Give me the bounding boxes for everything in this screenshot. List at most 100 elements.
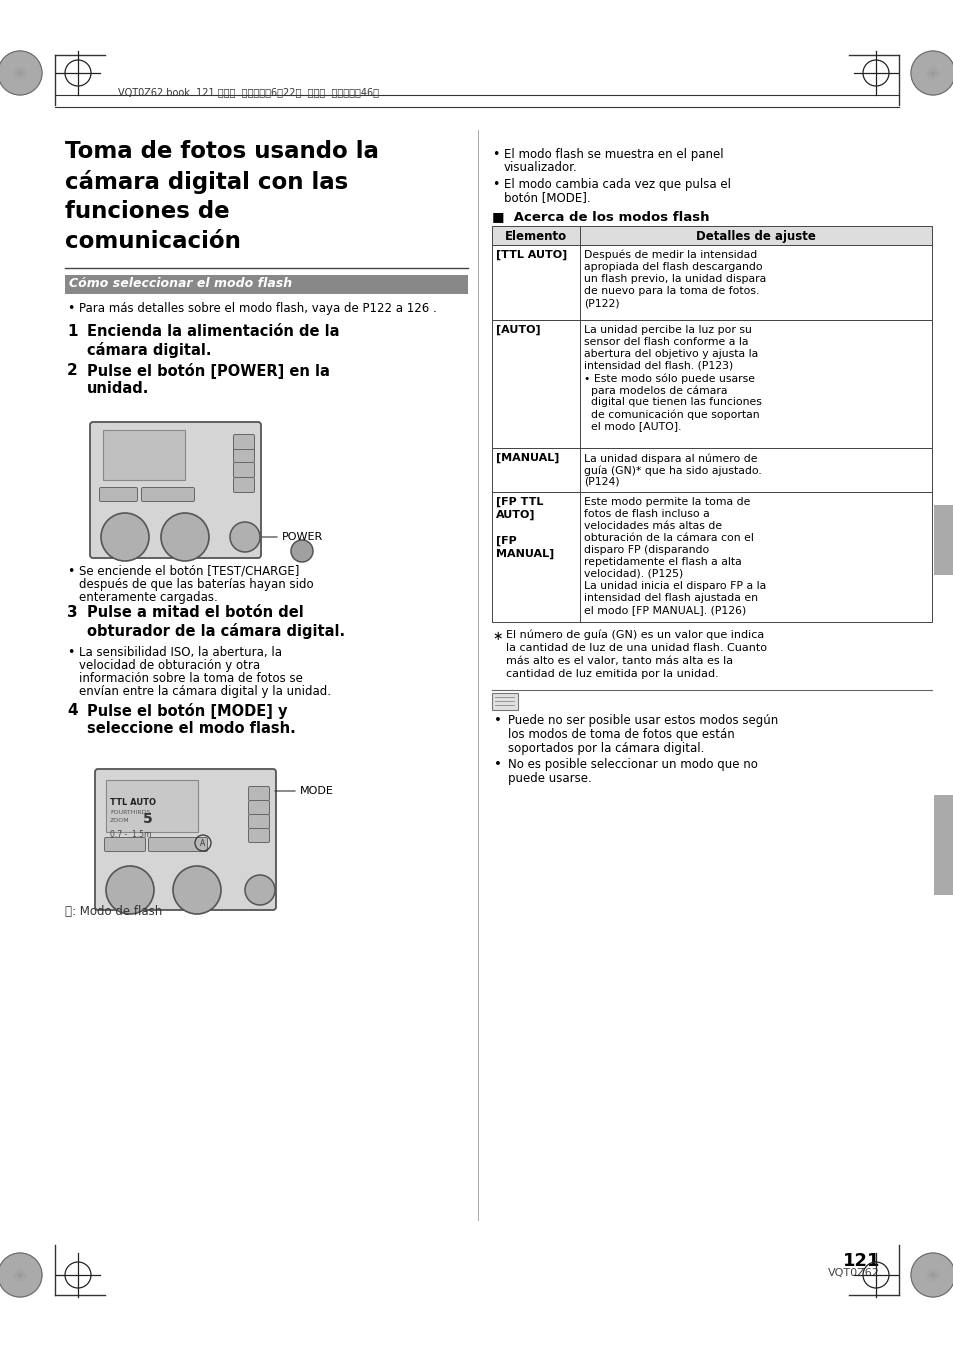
Text: ∗: ∗ [492,630,502,643]
Text: cámara digital.: cámara digital. [87,342,212,359]
Text: (P122): (P122) [583,298,619,307]
Text: para modelos de cámara: para modelos de cámara [583,386,727,395]
Text: El número de guía (GN) es un valor que indica: El número de guía (GN) es un valor que i… [505,630,763,640]
FancyBboxPatch shape [233,477,254,492]
Text: comunicación: comunicación [65,231,240,253]
Text: repetidamente el flash a alta: repetidamente el flash a alta [583,557,741,568]
Text: No es posible seleccionar un modo que no: No es posible seleccionar un modo que no [507,758,757,771]
Text: Este modo permite la toma de: Este modo permite la toma de [583,497,750,507]
Text: FOURTHIRDS: FOURTHIRDS [110,810,151,816]
FancyBboxPatch shape [248,801,269,814]
Text: visualizador.: visualizador. [503,160,578,174]
Text: •: • [67,646,74,659]
Text: POWER: POWER [282,532,323,542]
Text: El modo cambia cada vez que pulsa el: El modo cambia cada vez que pulsa el [503,178,730,191]
Bar [492,492,931,621]
Circle shape [910,51,953,94]
Text: de comunicación que soportan: de comunicación que soportan [583,408,759,419]
Circle shape [291,541,313,562]
Text: [MANUAL]: [MANUAL] [496,453,558,464]
Text: [FP TTL: [FP TTL [496,497,543,507]
Circle shape [172,865,221,914]
Text: Detalles de ajuste: Detalles de ajuste [696,231,815,243]
Text: cantidad de luz emitida por la unidad.: cantidad de luz emitida por la unidad. [505,669,718,679]
Text: •: • [492,148,498,160]
Text: Puede no ser posible usar estos modos según: Puede no ser posible usar estos modos se… [507,714,778,727]
Text: [TTL AUTO]: [TTL AUTO] [496,249,567,260]
Text: •: • [494,758,501,771]
Text: La unidad percibe la luz por su: La unidad percibe la luz por su [583,325,751,336]
Text: de nuevo para la toma de fotos.: de nuevo para la toma de fotos. [583,286,759,297]
Text: unidad.: unidad. [87,381,150,396]
Text: funciones de: funciones de [65,200,230,222]
Circle shape [0,1254,42,1297]
Text: AUTO]: AUTO] [496,510,535,520]
Text: seleccione el modo flash.: seleccione el modo flash. [87,721,295,736]
Text: la cantidad de luz de una unidad flash. Cuanto: la cantidad de luz de una unidad flash. … [505,643,766,652]
Bar [933,506,953,576]
Text: [AUTO]: [AUTO] [496,325,540,336]
Text: guía (GN)* que ha sido ajustado.: guía (GN)* que ha sido ajustado. [583,465,760,476]
Bar [103,430,185,480]
Text: El modo flash se muestra en el panel: El modo flash se muestra en el panel [503,148,723,160]
Text: botón [MODE].: botón [MODE]. [503,191,590,204]
Circle shape [161,514,209,561]
Circle shape [101,514,149,561]
Text: fotos de flash incluso a: fotos de flash incluso a [583,510,709,519]
Text: puede usarse.: puede usarse. [507,772,591,785]
FancyBboxPatch shape [233,448,254,462]
Bar [492,319,931,448]
Text: ZOOM: ZOOM [110,818,130,824]
Text: después de que las baterías hayan sido: después de que las baterías hayan sido [79,578,314,590]
Text: 121: 121 [841,1252,879,1270]
FancyBboxPatch shape [99,488,137,501]
Text: los modos de toma de fotos que están: los modos de toma de fotos que están [507,728,734,741]
Bar [106,780,198,832]
Circle shape [106,865,153,914]
Text: •: • [67,302,74,315]
Text: Para más detalles sobre el modo flash, vaya de P122 a 126 .: Para más detalles sobre el modo flash, v… [79,302,436,315]
Text: La sensibilidad ISO, la abertura, la: La sensibilidad ISO, la abertura, la [79,646,282,659]
FancyBboxPatch shape [233,462,254,477]
Text: disparo FP (disparando: disparo FP (disparando [583,545,708,555]
Text: •: • [67,565,74,578]
Text: [FP: [FP [496,537,517,546]
FancyBboxPatch shape [141,488,194,501]
FancyBboxPatch shape [248,786,269,801]
Circle shape [245,875,274,905]
Text: TTL AUTO: TTL AUTO [110,798,156,807]
Text: MANUAL]: MANUAL] [496,549,554,559]
Bar [492,448,931,492]
FancyBboxPatch shape [248,829,269,842]
Text: obturador de la cámara digital.: obturador de la cámara digital. [87,623,345,639]
Text: A: A [200,838,206,848]
Text: La unidad dispara al número de: La unidad dispara al número de [583,453,757,464]
Text: Después de medir la intensidad: Después de medir la intensidad [583,249,757,260]
Text: obturación de la cámara con el: obturación de la cámara con el [583,532,753,543]
Text: ■  Acerca de los modos flash: ■ Acerca de los modos flash [492,210,709,222]
Text: Pulse a mitad el botón del: Pulse a mitad el botón del [87,605,303,620]
Text: 0.7 -  1.5m: 0.7 - 1.5m [110,830,152,838]
Text: •: • [494,714,501,727]
Text: Pulse el botón [POWER] en la: Pulse el botón [POWER] en la [87,363,330,379]
Text: 1: 1 [67,324,77,338]
Text: velocidad). (P125): velocidad). (P125) [583,569,682,580]
Text: el modo [FP MANUAL]. (P126): el modo [FP MANUAL]. (P126) [583,605,745,615]
Text: sensor del flash conforme a la: sensor del flash conforme a la [583,337,748,346]
FancyBboxPatch shape [233,434,254,449]
Text: VQT0Z62: VQT0Z62 [827,1268,879,1278]
Text: enteramente cargadas.: enteramente cargadas. [79,590,217,604]
Text: envían entre la cámara digital y la unidad.: envían entre la cámara digital y la unid… [79,685,331,698]
Text: 5: 5 [143,811,152,826]
Text: •: • [492,178,498,191]
Text: digital que tienen las funciones: digital que tienen las funciones [583,398,761,407]
Text: (P124): (P124) [583,477,619,487]
Bar [492,226,931,245]
Text: 4: 4 [67,704,77,718]
Text: un flash previo, la unidad dispara: un flash previo, la unidad dispara [583,274,765,284]
Text: MODE: MODE [299,786,334,797]
Text: intensidad del flash. (P123): intensidad del flash. (P123) [583,361,733,371]
Text: información sobre la toma de fotos se: información sobre la toma de fotos se [79,673,302,685]
Text: 3: 3 [67,605,77,620]
Text: intensidad del flash ajustada en: intensidad del flash ajustada en [583,593,758,603]
